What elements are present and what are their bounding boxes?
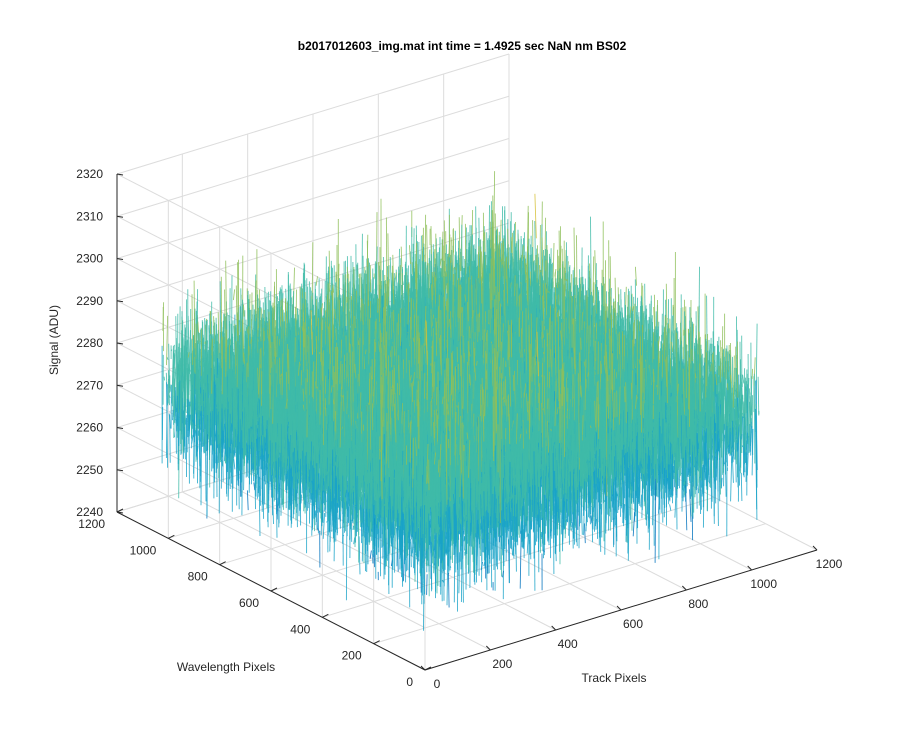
surface-strand bbox=[166, 315, 169, 366]
surface-strand bbox=[193, 430, 195, 432]
surface-strand bbox=[166, 382, 169, 468]
surface-strand bbox=[334, 320, 337, 322]
surface-strand bbox=[162, 302, 165, 332]
grid-line bbox=[116, 53, 510, 175]
surface-strand bbox=[200, 393, 202, 412]
surface-strand bbox=[315, 276, 318, 286]
surface-strand bbox=[232, 289, 236, 301]
surface-strand bbox=[360, 273, 362, 307]
surface-strand bbox=[221, 336, 224, 395]
surface-strand bbox=[175, 337, 179, 393]
surface-strand bbox=[187, 315, 190, 374]
surface-strand bbox=[176, 395, 178, 432]
grid-line bbox=[116, 180, 510, 302]
surface-layer bbox=[161, 171, 760, 631]
grid-line bbox=[116, 138, 510, 259]
surface-strand bbox=[500, 219, 502, 241]
grid-line bbox=[373, 523, 766, 645]
surface-strand bbox=[194, 348, 196, 357]
surface-strand bbox=[393, 273, 395, 287]
surface-strand bbox=[315, 299, 318, 327]
surface-strand bbox=[168, 413, 171, 429]
surface-strand bbox=[243, 304, 245, 317]
grid-line bbox=[116, 427, 426, 586]
surface-strand bbox=[169, 384, 172, 392]
surface-strand bbox=[510, 237, 513, 253]
surface-strand bbox=[224, 316, 226, 329]
surface-strand bbox=[172, 410, 174, 421]
surface-strand bbox=[170, 349, 173, 352]
grid-line bbox=[116, 95, 510, 217]
grid-line bbox=[116, 469, 426, 629]
surface-strand bbox=[168, 395, 171, 399]
surface-strand bbox=[409, 245, 411, 265]
